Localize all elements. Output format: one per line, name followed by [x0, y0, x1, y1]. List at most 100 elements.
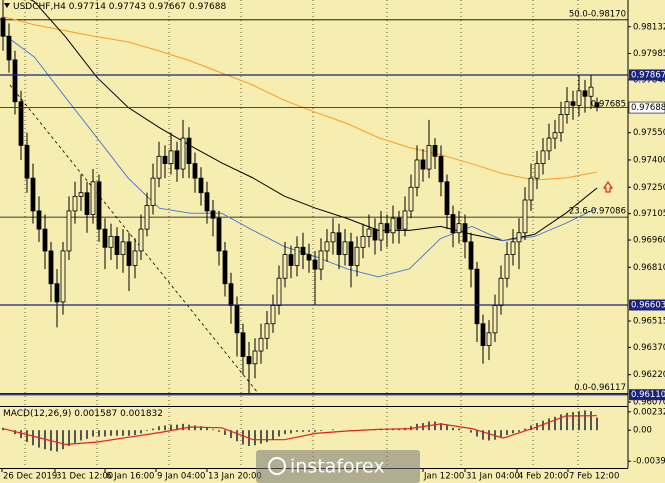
candle-body [72, 195, 78, 212]
y-tick-label: 0.96960 [633, 236, 665, 246]
candle-body [330, 232, 336, 243]
y-tick-label: 0.97550 [633, 128, 665, 138]
level-label: 0.96603 [631, 301, 665, 311]
candle-body [276, 277, 282, 306]
moving-average [2, 16, 598, 181]
price-box [628, 101, 665, 114]
candle-body [210, 210, 216, 219]
candle-body [390, 217, 396, 234]
candle-body [84, 192, 90, 215]
watermark-logo [268, 457, 286, 475]
candle-body [6, 35, 12, 61]
macd-value: 0.001587 [74, 409, 117, 419]
candle-body [216, 217, 222, 252]
candle-body [342, 241, 348, 255]
candle-body [138, 228, 144, 252]
candle-body [522, 199, 528, 234]
header-close: 0.97688 [189, 2, 226, 12]
candle-body [186, 137, 192, 165]
candle-body [120, 241, 126, 255]
candle-body [498, 277, 504, 306]
y-tick-label: 0.97400 [633, 155, 665, 165]
fibo-label: 0.0-0.96117 [574, 383, 626, 393]
candle-body [438, 155, 444, 183]
moving-average [30, 0, 598, 242]
y-tick-label: 0.98132 [633, 22, 665, 32]
candle-body [114, 235, 120, 255]
candle-body [162, 155, 168, 165]
x-tick-label: 13 Jan 20:00 [208, 472, 262, 482]
x-tick-label: 7 Feb 12:00 [569, 472, 619, 482]
level-label: 0.96110 [631, 390, 665, 400]
candle-body [450, 214, 456, 234]
y-tick-label: 0.96220 [633, 370, 665, 380]
candle-body [378, 223, 384, 241]
macd-header: MACD(12,26,9) 0.001587 0.001832 [3, 409, 163, 419]
x-tick-label: 26 Dec 2019 [3, 472, 57, 482]
level-label: 0.97867 [631, 70, 665, 80]
level-box [629, 389, 665, 401]
candle-body [336, 232, 342, 255]
candle-body [270, 305, 276, 325]
candle-body [30, 177, 36, 212]
candle-body [264, 323, 270, 339]
x-tick-label: 31 Jan 04:00 [466, 472, 520, 482]
x-tick-label: Jan 12:00 [423, 472, 464, 482]
candle-body [246, 356, 252, 365]
candle-body [372, 228, 378, 241]
candle-body [156, 155, 162, 179]
y-tick-label: 0.97250 [633, 183, 665, 193]
candle-body [150, 177, 156, 206]
candle-body [228, 283, 234, 306]
candle-body [516, 232, 522, 243]
candle-body [456, 223, 462, 234]
candle-body [42, 228, 48, 252]
candle-body [402, 210, 408, 230]
candle-body [486, 332, 492, 346]
candle-body [384, 223, 390, 234]
candle-body [546, 137, 552, 152]
candle-body [534, 163, 540, 179]
candle-body [570, 101, 576, 106]
candle-body [474, 268, 480, 325]
candle-body [366, 228, 372, 237]
y-tick-label: 0.96070 [633, 397, 665, 407]
candle-body [90, 181, 96, 215]
candle-body [48, 250, 54, 285]
candle-body [492, 305, 498, 334]
candle-body [24, 145, 30, 179]
candle-body [576, 90, 582, 106]
header-open: 0.97714 [69, 2, 106, 12]
candle-body [312, 259, 318, 270]
candle-body [528, 177, 534, 201]
y-tick-label: 0.96370 [633, 343, 665, 353]
candle-body [168, 150, 174, 165]
candle-body [222, 250, 228, 285]
candle-body [78, 192, 84, 197]
macd-y-tick-label: -0.003925 [633, 457, 665, 467]
level-box [629, 299, 665, 311]
candle-body [144, 205, 150, 230]
candle-body [66, 210, 72, 252]
x-tick-label: 31 Dec 12:00 [56, 472, 113, 482]
candle-body [252, 350, 258, 365]
candle-body [234, 305, 240, 334]
candle-body [96, 181, 102, 230]
candle-body [180, 137, 186, 170]
candle-body [12, 59, 18, 103]
candle-body [462, 223, 468, 243]
y-tick-label: 0.97105 [633, 209, 665, 219]
candle-body [414, 159, 420, 188]
candle-body [444, 181, 450, 215]
candle-body [204, 192, 210, 212]
watermark-text: instaforex [290, 456, 385, 478]
candle-body [354, 246, 360, 266]
candle-body [174, 150, 180, 170]
candle-body [540, 150, 546, 165]
level-box [629, 69, 665, 81]
candle-body [552, 132, 558, 139]
candle-body [198, 177, 204, 194]
macd-signal [2, 415, 598, 446]
watermark-box [256, 450, 420, 483]
